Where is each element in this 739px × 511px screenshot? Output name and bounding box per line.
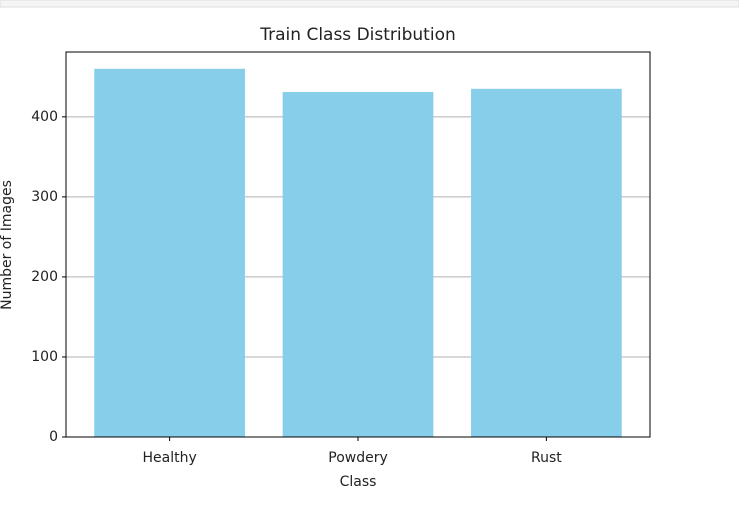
top-strip xyxy=(0,0,739,8)
x-tick-label: Healthy xyxy=(142,450,196,466)
y-tick-label: 300 xyxy=(31,189,58,205)
plot-area: 0 100 200 300 400 Healthy Powdery Rust xyxy=(31,68,650,466)
x-tick-label: Powdery xyxy=(328,450,388,466)
bar xyxy=(282,92,434,438)
axes-frame xyxy=(65,51,651,438)
y-tick-label: 100 xyxy=(31,349,58,365)
y-axis-label: Number of Images xyxy=(0,180,15,310)
bar xyxy=(471,88,622,438)
x-axis-label: Class xyxy=(340,474,377,490)
bar xyxy=(94,68,245,438)
y-tick-label: 400 xyxy=(31,109,58,125)
y-tick-label: 200 xyxy=(31,269,58,285)
x-tick-label: Rust xyxy=(531,450,562,466)
chart-title: Train Class Distribution xyxy=(259,25,456,45)
y-tick-label: 0 xyxy=(49,429,58,445)
